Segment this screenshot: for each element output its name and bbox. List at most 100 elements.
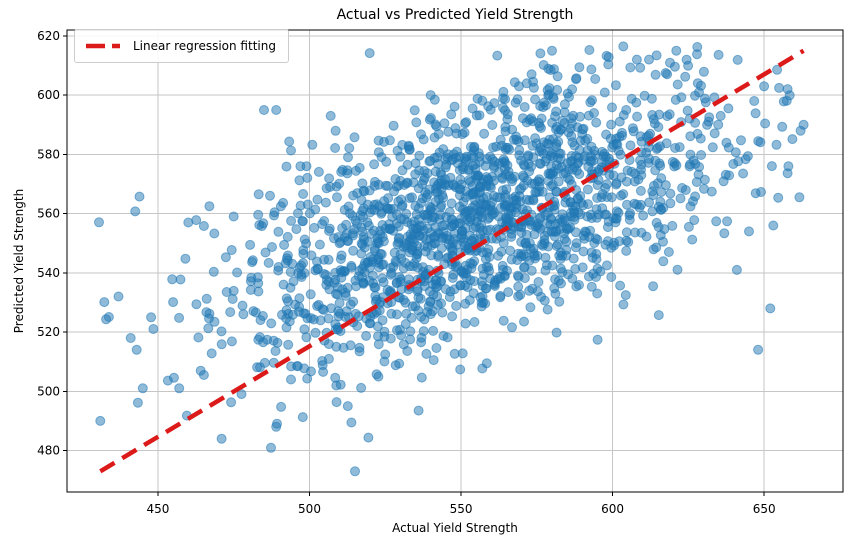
- scatter-point: [644, 54, 654, 65]
- scatter-point: [593, 174, 604, 185]
- scatter-point: [515, 289, 526, 300]
- scatter-point: [627, 123, 638, 134]
- scatter-point: [430, 196, 441, 207]
- scatter-point: [392, 239, 403, 250]
- scatter-point: [350, 215, 361, 226]
- scatter-point: [680, 71, 691, 82]
- scatter-point: [692, 49, 702, 60]
- scatter-point: [352, 321, 363, 331]
- scatter-point: [547, 45, 557, 56]
- scatter-point: [570, 227, 581, 238]
- scatter-point: [449, 101, 460, 112]
- scatter-point: [369, 159, 380, 170]
- scatter-point: [646, 93, 657, 104]
- y-tick-label: 540: [37, 266, 60, 280]
- scatter-point: [582, 133, 593, 144]
- scatter-point: [525, 302, 536, 313]
- scatter-point: [273, 262, 284, 272]
- scatter-point: [425, 309, 436, 320]
- scatter-point: [208, 266, 219, 277]
- scatter-point: [549, 64, 559, 75]
- scatter-point: [583, 161, 594, 172]
- scatter-point: [225, 307, 236, 318]
- scatter-point: [413, 405, 424, 416]
- scatter-point: [191, 299, 202, 310]
- scatter-point: [294, 293, 305, 304]
- scatter-point: [481, 154, 492, 165]
- scatter-point: [658, 203, 669, 213]
- scatter-point: [382, 203, 393, 214]
- scatter-point: [587, 95, 597, 106]
- x-tick-label: 600: [601, 502, 624, 516]
- scatter-point: [409, 105, 420, 116]
- scatter-point: [787, 134, 798, 145]
- scatter-point: [228, 211, 239, 222]
- scatter-point: [561, 250, 572, 261]
- scatter-point: [680, 185, 691, 195]
- scatter-point: [361, 330, 372, 341]
- scatter-point: [586, 64, 597, 75]
- scatter-point: [285, 282, 296, 293]
- scatter-point: [512, 94, 523, 105]
- scatter-point: [422, 213, 433, 224]
- scatter-point: [534, 158, 545, 169]
- scatter-point: [250, 307, 261, 318]
- scatter-point: [555, 154, 566, 165]
- scatter-point: [283, 296, 293, 307]
- scatter-point: [513, 281, 524, 292]
- scatter-point: [284, 136, 295, 147]
- scatter-point: [198, 370, 209, 380]
- scatter-point: [369, 180, 380, 191]
- scatter-point: [473, 170, 484, 181]
- scatter-point: [281, 161, 292, 172]
- scatter-point: [523, 151, 534, 162]
- scatter-point: [719, 228, 730, 239]
- scatter-point: [548, 93, 559, 104]
- scatter-point: [635, 131, 646, 142]
- scatter-point: [455, 364, 466, 375]
- scatter-point: [648, 281, 659, 292]
- y-tick-label: 620: [37, 29, 60, 43]
- scatter-point: [357, 272, 367, 283]
- scatter-point: [410, 169, 421, 180]
- scatter-point: [601, 209, 612, 220]
- scatter-point: [370, 291, 381, 301]
- scatter-point: [306, 250, 317, 261]
- scatter-point: [567, 84, 578, 95]
- scatter-point: [451, 146, 462, 157]
- scatter-point: [547, 260, 558, 271]
- scatter-point: [301, 332, 312, 343]
- scatter-point: [663, 247, 674, 257]
- scatter-point: [412, 248, 423, 259]
- scatter-point: [542, 85, 553, 95]
- scatter-point: [428, 325, 439, 336]
- scatter-point: [500, 200, 511, 211]
- scatter-point: [713, 119, 724, 130]
- scatter-point: [434, 147, 445, 158]
- scatter-point: [389, 186, 399, 197]
- scatter-point: [533, 277, 544, 287]
- scatter-point: [277, 309, 287, 320]
- scatter-point: [95, 415, 106, 426]
- scatter-point: [416, 311, 427, 322]
- scatter-point: [636, 227, 647, 238]
- scatter-point: [424, 184, 435, 195]
- scatter-point: [457, 225, 468, 236]
- scatter-point: [614, 116, 625, 127]
- scatter-point: [664, 109, 675, 120]
- scatter-point: [287, 258, 298, 269]
- scatter-point: [773, 192, 784, 203]
- scatter-point: [267, 242, 277, 252]
- scatter-point: [591, 204, 602, 215]
- scatter-point: [442, 332, 453, 343]
- scatter-point: [647, 206, 658, 217]
- x-tick-label: 550: [450, 502, 473, 516]
- scatter-point: [461, 117, 472, 128]
- scatter-point: [436, 169, 447, 180]
- scatter-point: [221, 287, 232, 297]
- scatter-point: [665, 198, 676, 209]
- scatter-point: [421, 348, 432, 359]
- scatter-point: [227, 294, 238, 304]
- scatter-point: [631, 199, 642, 210]
- scatter-point: [553, 176, 564, 187]
